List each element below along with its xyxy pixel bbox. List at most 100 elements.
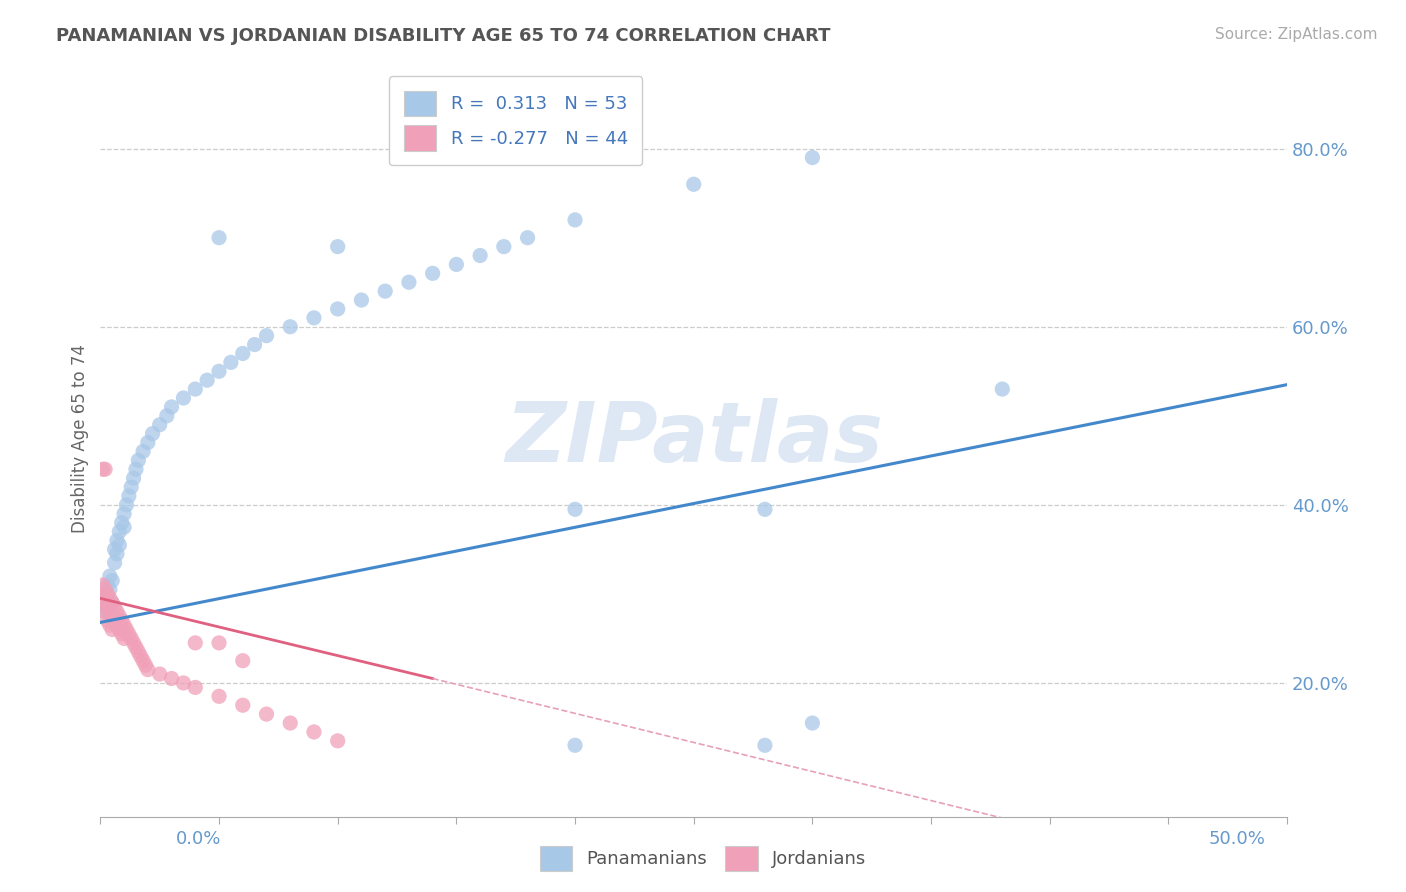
Point (184, 636, 207, 650)
Point (516, 230, 538, 244)
Point (446, 257, 468, 271)
Point (111, 516, 134, 530)
Point (136, 663, 159, 677)
Point (98, 605, 121, 619)
Point (125, 462, 148, 476)
Point (991, 382, 1014, 396)
Point (801, 716, 824, 731)
Point (278, 319, 301, 334)
Point (682, 178, 704, 192)
Point (118, 489, 141, 503)
Point (492, 239, 515, 253)
Point (91, 591, 114, 606)
Point (326, 301, 349, 316)
Point (96, 591, 118, 606)
Point (122, 471, 145, 485)
Point (101, 609, 124, 624)
Point (112, 507, 135, 521)
Point (326, 734, 349, 748)
Point (208, 636, 231, 650)
Point (94, 587, 117, 601)
Point (127, 453, 149, 467)
Point (136, 435, 159, 450)
Point (142, 426, 165, 441)
Point (564, 739, 586, 753)
Point (256, 707, 278, 722)
Point (195, 373, 218, 387)
Point (129, 649, 152, 664)
Point (120, 480, 142, 494)
Point (302, 725, 325, 739)
Point (208, 230, 231, 244)
Point (94, 596, 117, 610)
Text: ZIPatlas: ZIPatlas (505, 398, 883, 479)
Text: 0.0%: 0.0% (176, 830, 221, 847)
Point (184, 382, 207, 396)
Point (374, 284, 396, 298)
Legend: Panamanians, Jordanians: Panamanians, Jordanians (533, 838, 873, 879)
Point (112, 618, 135, 632)
Point (754, 739, 776, 753)
Point (160, 672, 183, 686)
Point (108, 538, 131, 552)
Point (127, 645, 149, 659)
Y-axis label: Disability Age 65 to 74: Disability Age 65 to 74 (72, 343, 89, 533)
Point (91, 462, 114, 476)
Point (564, 213, 586, 227)
Point (160, 400, 183, 414)
Point (232, 346, 254, 360)
Point (156, 409, 179, 423)
Point (125, 640, 148, 655)
Point (101, 574, 124, 588)
Point (132, 654, 155, 668)
Point (350, 293, 373, 307)
Point (115, 623, 138, 637)
Point (208, 690, 231, 704)
Point (134, 658, 156, 673)
Point (149, 417, 172, 432)
Point (256, 328, 278, 343)
Point (754, 502, 776, 516)
Point (98, 618, 121, 632)
Point (101, 596, 124, 610)
Text: PANAMANIAN VS JORDANIAN DISABILITY AGE 65 TO 74 CORRELATION CHART: PANAMANIAN VS JORDANIAN DISABILITY AGE 6… (56, 27, 831, 45)
Point (468, 248, 491, 262)
Point (232, 698, 254, 713)
Point (105, 547, 128, 561)
Point (115, 498, 138, 512)
Point (172, 676, 194, 690)
Point (243, 337, 266, 351)
Point (172, 391, 194, 405)
Point (208, 364, 231, 378)
Point (149, 667, 172, 681)
Point (232, 654, 254, 668)
Point (801, 151, 824, 165)
Point (278, 716, 301, 731)
Point (105, 605, 128, 619)
Point (105, 618, 128, 632)
Point (111, 627, 134, 641)
Point (122, 636, 145, 650)
Point (101, 623, 124, 637)
Point (96, 587, 118, 601)
Point (112, 520, 135, 534)
Point (94, 582, 117, 597)
Legend: R =  0.313   N = 53, R = -0.277   N = 44: R = 0.313 N = 53, R = -0.277 N = 44 (389, 76, 643, 165)
Text: Source: ZipAtlas.com: Source: ZipAtlas.com (1215, 27, 1378, 42)
Point (302, 310, 325, 325)
Point (132, 444, 155, 458)
Point (120, 632, 142, 646)
Point (108, 524, 131, 539)
Point (108, 609, 131, 624)
Point (104, 542, 127, 557)
Point (91, 600, 114, 615)
Point (96, 614, 118, 628)
Point (104, 614, 127, 628)
Point (422, 266, 444, 280)
Point (104, 556, 127, 570)
Point (96, 578, 118, 592)
Point (111, 614, 134, 628)
Point (564, 502, 586, 516)
Point (118, 627, 141, 641)
Point (98, 591, 121, 606)
